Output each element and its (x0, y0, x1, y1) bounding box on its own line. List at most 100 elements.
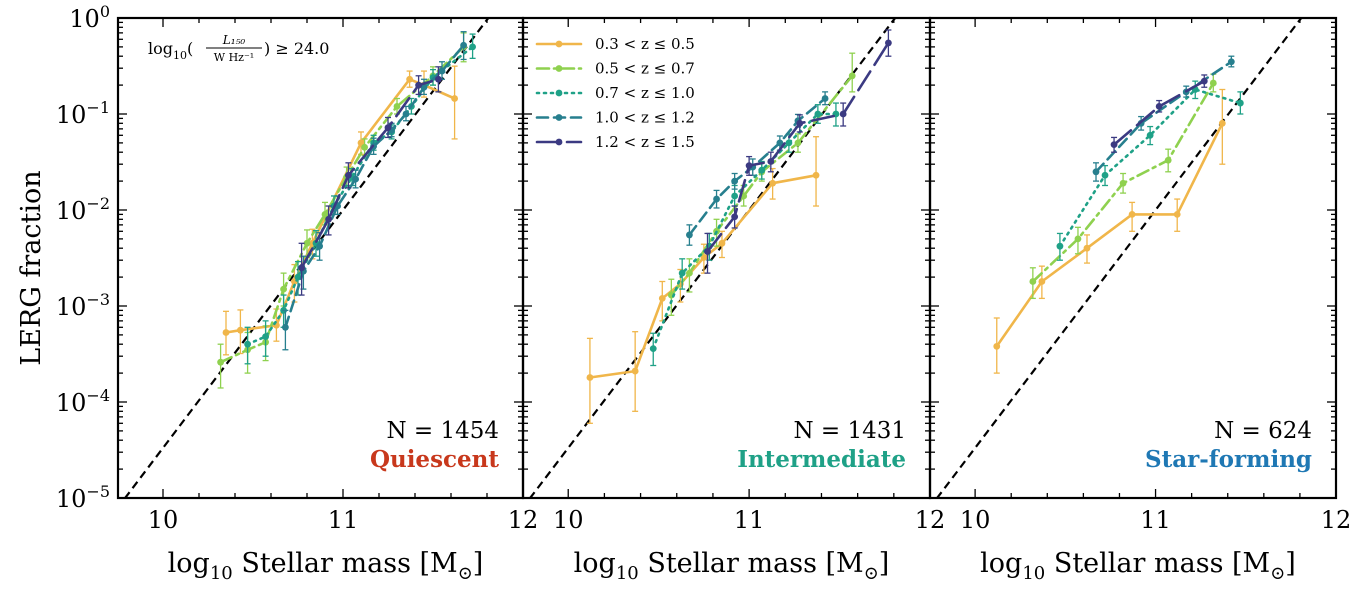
series-line (219, 45, 465, 364)
data-point (1200, 77, 1208, 85)
data-point (1038, 278, 1046, 285)
data-point (282, 323, 289, 331)
data-point (352, 175, 359, 183)
data-point (303, 239, 311, 247)
data-point (262, 333, 269, 341)
reference-line (935, 18, 1303, 498)
data-point (821, 95, 829, 102)
data-point (406, 75, 413, 83)
legend-label: 0.7 < z ≤ 1.0 (595, 84, 695, 102)
series-4 (686, 91, 829, 246)
panel-intermediate: 10 11 12 log10 Stellar mass [M⊙] N = 1431Int… (521, 16, 946, 584)
y-tick-label: 10−3 (56, 290, 110, 321)
x-tick-label: 12 (508, 506, 539, 534)
y-tick-label: 10−2 (56, 194, 110, 225)
series-3 (1056, 80, 1244, 261)
data-point (1155, 102, 1163, 110)
legend-marker (555, 114, 563, 121)
series-5 (298, 66, 442, 296)
data-point (1074, 235, 1082, 243)
legend-label: 1.0 < z ≤ 1.2 (595, 109, 695, 127)
x-axis-title: log10 Stellar mass [M⊙] (168, 548, 484, 584)
threshold-value: ) ≥ 24.0 (264, 39, 329, 58)
y-tick-label: 10−4 (56, 386, 110, 417)
data-point (402, 110, 410, 118)
data-point (785, 139, 793, 147)
data-point (758, 166, 766, 174)
threshold-denominator: W Hz⁻¹ (214, 51, 254, 64)
data-point (298, 264, 305, 272)
data-point (713, 195, 720, 203)
data-point (718, 239, 726, 247)
data-point (1173, 210, 1181, 218)
series-4 (1092, 55, 1235, 182)
series-5 (704, 29, 892, 274)
data-point (769, 179, 777, 187)
data-point (469, 43, 476, 51)
data-point (796, 119, 804, 127)
data-point (649, 345, 657, 352)
data-point (731, 213, 739, 221)
series-2 (1029, 73, 1217, 300)
data-point (345, 171, 352, 179)
series-1 (222, 65, 458, 356)
data-point (812, 171, 820, 179)
data-point (222, 329, 230, 336)
data-point (776, 139, 784, 147)
data-point (415, 81, 422, 89)
data-point (745, 162, 753, 170)
series-1 (586, 136, 820, 424)
data-point (316, 242, 323, 250)
threshold-annotation: log10( L₁₅₀ W Hz⁻¹ ) ≥ 24.0 (148, 33, 329, 64)
data-point (631, 367, 639, 375)
data-point (731, 192, 739, 200)
data-point (767, 158, 775, 165)
x-axis-title: log10 Stellar mass [M⊙] (980, 548, 1296, 584)
data-point (731, 177, 739, 185)
data-point (678, 269, 686, 277)
category-label: Star-forming (1145, 446, 1312, 473)
panel-frame (928, 16, 1338, 500)
y-tick-label: 10−5 (56, 482, 110, 513)
x-tick-label: 12 (1321, 506, 1352, 534)
data-point (393, 102, 401, 110)
data-point (420, 83, 428, 91)
data-point (1227, 58, 1235, 66)
data-point (1128, 210, 1136, 218)
data-point (704, 248, 711, 255)
category-label: Intermediate (737, 446, 906, 473)
data-point (321, 210, 329, 218)
x-tick-label: 12 (915, 506, 946, 534)
threshold-label: log10( (148, 39, 193, 62)
series-line (1112, 79, 1206, 146)
y-axis-title: LERG fraction (16, 170, 47, 365)
data-point (658, 294, 666, 302)
count-label: N = 624 (1214, 418, 1312, 444)
legend-marker (555, 65, 563, 72)
category-label: Quiescent (370, 446, 499, 473)
data-point (325, 215, 332, 223)
legend-label: 1.2 < z ≤ 1.5 (595, 133, 695, 151)
data-point (686, 269, 693, 277)
data-point (438, 67, 446, 75)
data-point (814, 110, 822, 118)
data-point (1101, 171, 1109, 179)
x-tick-label: 10 (148, 506, 179, 534)
data-point (294, 273, 302, 281)
data-point (1164, 156, 1172, 164)
data-point (1146, 131, 1154, 139)
data-point (384, 124, 392, 132)
data-point (1218, 119, 1226, 127)
data-point (1056, 242, 1064, 250)
threshold-numerator: L₁₅₀ (222, 33, 246, 47)
x-axis-title: log10 Stellar mass [M⊙] (574, 548, 890, 584)
data-point (794, 139, 802, 147)
series-line (1094, 60, 1233, 174)
series-line (588, 174, 818, 379)
data-point (244, 340, 252, 348)
data-point (1209, 79, 1217, 87)
x-tick-label: 11 (328, 506, 359, 534)
panel-star-forming: 10 11 12 log10 Stellar mass [M⊙] N = 624Star… (928, 16, 1352, 584)
data-point (460, 41, 467, 49)
x-tick-label: 10 (960, 506, 991, 534)
